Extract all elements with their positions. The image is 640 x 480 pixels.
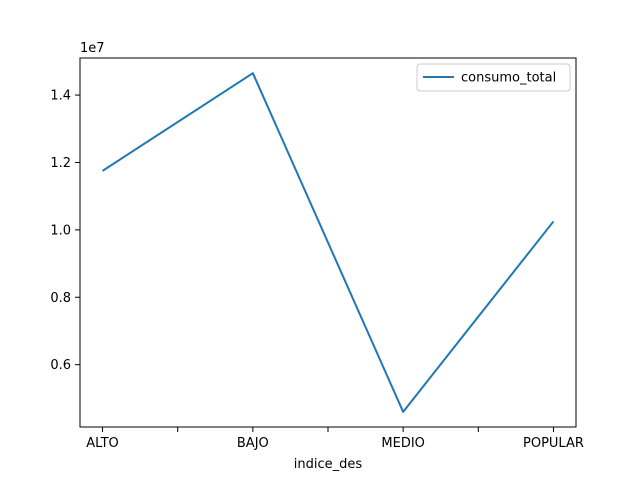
series-layer	[102, 72, 555, 413]
x-tick-label: MEDIO	[381, 436, 425, 451]
series-line-consumo-total	[102, 72, 555, 413]
y-tick-label: 0.6	[50, 358, 71, 373]
x-axis-label: indice_des	[294, 457, 363, 472]
legend: consumo_total	[416, 63, 571, 92]
legend-label-consumo-total: consumo_total	[461, 71, 556, 86]
x-tick-label: ALTO	[86, 436, 119, 451]
y-tick-label: 0.8	[50, 291, 71, 306]
x-tick-label: POPULAR	[523, 436, 584, 451]
y-offset-text: 1e7	[80, 41, 105, 56]
y-tick-label: 1.0	[50, 223, 71, 238]
y-axis: 0.6 0.8 1.0 1.2 1.4	[50, 89, 80, 373]
x-axis: ALTO BAJO MEDIO POPULAR	[86, 427, 584, 451]
y-tick-label: 1.4	[50, 89, 71, 104]
legend-box	[416, 63, 571, 92]
y-tick-label: 1.2	[50, 156, 71, 171]
x-tick-label: BAJO	[237, 436, 269, 451]
